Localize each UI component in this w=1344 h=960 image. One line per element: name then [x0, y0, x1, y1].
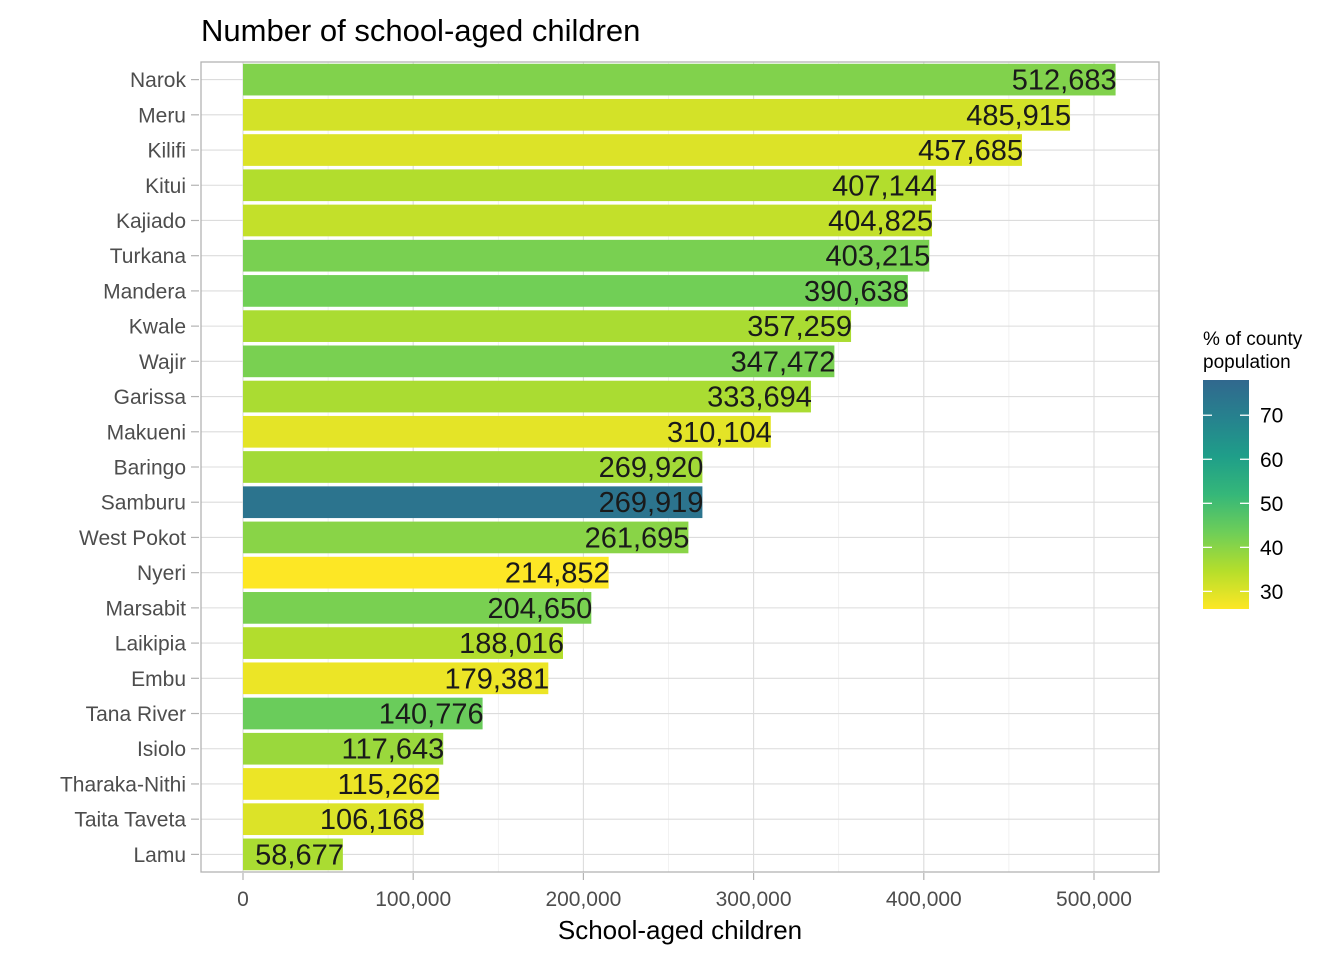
bar-isiolo [243, 732, 444, 765]
bar-kitui [243, 169, 936, 202]
data-label: 204,650 [487, 593, 592, 625]
y-axis-category-label: Nyeri [137, 562, 186, 585]
y-axis-category-label: Isiolo [137, 738, 186, 761]
bar-kajiado [243, 204, 933, 237]
y-axis-category-label: Laikipia [115, 633, 187, 656]
data-label: 179,381 [444, 663, 549, 695]
bar-lamu [243, 838, 343, 871]
y-axis-category-label: Embu [131, 668, 186, 691]
data-label: 403,215 [825, 241, 930, 273]
legend-tick-label: 50 [1260, 493, 1283, 516]
bar-nyeri [243, 556, 609, 589]
bar-kilifi [243, 134, 1022, 166]
data-label: 115,262 [337, 769, 440, 801]
y-axis-category-label: Meru [138, 104, 186, 127]
y-axis-category-label: Narok [130, 69, 187, 92]
bar-tharaka-nithi [243, 768, 440, 800]
y-axis-category-label: Turkana [110, 245, 187, 268]
legend-ticks: 30 40 50 60 70 [1203, 405, 1283, 604]
y-axis-category-label: Wajir [139, 351, 186, 374]
bar-baringo [243, 451, 703, 483]
bar-tana-river [243, 697, 483, 730]
bar-taita-taveta [243, 803, 424, 836]
legend-title-line-2: population [1203, 352, 1291, 373]
bar-turkana [243, 239, 930, 272]
y-axis-category-label: Baringo [114, 457, 186, 480]
plot-panel-border [200, 61, 1160, 873]
y-axis-category-label: Kajiado [116, 210, 186, 233]
y-axis-category-label: Kwale [129, 316, 186, 339]
data-label: 357,259 [747, 311, 852, 343]
y-axis-category-label: West Pokot [79, 527, 186, 550]
data-label: 269,920 [599, 452, 704, 484]
y-axis-category-label: Tana River [86, 703, 186, 726]
data-label: 310,104 [667, 417, 772, 449]
legend-tick-label: 30 [1260, 581, 1283, 604]
x-axis-tick-label: 300,000 [716, 888, 792, 911]
bar-mandera [243, 275, 908, 307]
data-label: 390,638 [804, 276, 909, 308]
bar-kwale [243, 310, 852, 342]
y-axis-category-label: Mandera [103, 280, 186, 303]
x-axis-title: School-aged children [558, 915, 802, 945]
bar-laikipia [243, 627, 564, 659]
y-axis-category-label: Tharaka-Nithi [60, 773, 186, 796]
data-label: 512,683 [1012, 65, 1117, 97]
legend-title-line-1: % of county [1203, 329, 1303, 350]
y-axis-category-label: Marsabit [105, 597, 186, 620]
data-label: 269,919 [599, 487, 704, 519]
legend-tick-label: 70 [1260, 405, 1283, 428]
x-axis-tick-label: 200,000 [545, 888, 621, 911]
data-label: 117,643 [342, 734, 445, 766]
x-axis-tick-labels: 0 100,000 200,000 300,000 400,000 500,000 [237, 873, 1132, 911]
bar-samburu [243, 486, 703, 519]
data-label: 188,016 [459, 628, 564, 660]
bar-meru [243, 98, 1071, 131]
bar-garissa [243, 380, 811, 413]
y-axis-category-label: Samburu [101, 492, 186, 515]
data-label: 407,144 [832, 170, 937, 202]
y-axis-category-label: Taita Taveta [74, 809, 186, 832]
legend-tick-label: 40 [1260, 537, 1283, 560]
chart-title: Number of school-aged children [201, 13, 640, 48]
bars [243, 63, 1116, 871]
y-axis-category-label: Garissa [114, 386, 187, 409]
data-label: 404,825 [828, 205, 933, 237]
legend-tick-label: 60 [1260, 449, 1283, 472]
bar-embu [243, 662, 549, 695]
bar-marsabit [243, 592, 592, 624]
data-label: 333,694 [707, 382, 812, 414]
x-axis-tick-label: 500,000 [1056, 888, 1132, 911]
color-legend: % of county population 30 40 50 60 70 [1203, 329, 1303, 609]
data-label: 457,685 [918, 135, 1023, 167]
y-axis-category-label: Lamu [133, 844, 186, 867]
bar-west-pokot [243, 521, 689, 554]
y-axis-category-label: Kilifi [147, 140, 186, 163]
y-axis-category-label: Makueni [107, 421, 186, 444]
y-axis-category-labels: Narok Meru Kilifi Kitui Kajiado Turkana Mander… [60, 69, 199, 867]
data-label: 485,915 [966, 100, 1071, 132]
y-axis-category-label: Kitui [145, 175, 186, 198]
bar-makueni [243, 415, 771, 448]
data-label: 58,677 [255, 839, 344, 871]
x-axis-tick-label: 0 [237, 888, 249, 911]
data-label: 347,472 [731, 346, 836, 378]
data-label: 214,852 [505, 558, 610, 590]
x-axis-tick-label: 400,000 [886, 888, 962, 911]
legend-color-bar [1203, 380, 1249, 609]
bar-wajir [243, 345, 835, 378]
bar-narok [243, 63, 1116, 96]
x-axis-tick-label: 100,000 [375, 888, 451, 911]
data-label: 140,776 [379, 699, 484, 731]
data-label: 261,695 [585, 522, 690, 554]
data-label: 106,168 [320, 804, 425, 836]
